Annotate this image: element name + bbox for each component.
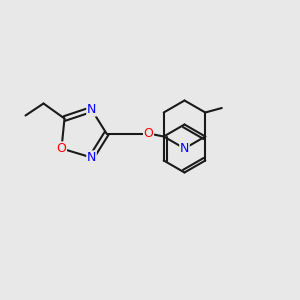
Text: N: N xyxy=(87,151,96,164)
Text: O: O xyxy=(144,127,153,140)
Text: O: O xyxy=(57,142,66,155)
Text: N: N xyxy=(180,142,189,155)
Text: N: N xyxy=(87,103,96,116)
